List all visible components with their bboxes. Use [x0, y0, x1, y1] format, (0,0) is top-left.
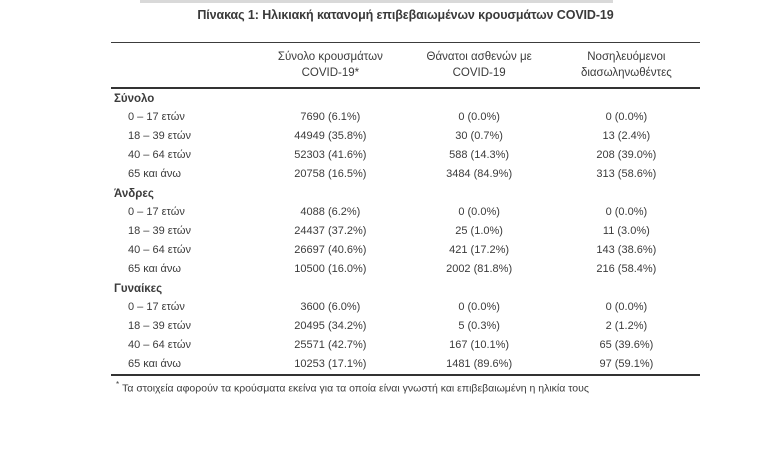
- table-row: 18 – 39 ετών 44949 (35.8%) 30 (0.7%) 13 (2.…: [111, 127, 700, 146]
- header-intubated-line2: διασωληνωθέντες: [580, 67, 672, 79]
- deaths-value: 421 (17.2%): [449, 244, 510, 256]
- header-total-cases: Σύνολο κρουσμάτων COVID-19*: [255, 49, 405, 81]
- intubated-value: 11 (3.0%): [602, 225, 650, 237]
- table-row: 65 και άνω 10500 (16.0%) 2002 (81.8%) 216 (…: [111, 260, 700, 279]
- header-intubated-line1: Νοσηλευόμενοι: [587, 51, 666, 63]
- cases-value: 24437 (37.2%): [294, 225, 367, 237]
- deaths-value: 5 (0.3%): [458, 320, 500, 332]
- age-group-label: 0 – 17 ετών: [128, 301, 185, 313]
- cases-value: 3600 (6.0%): [300, 301, 361, 313]
- table-row: 40 – 64 ετών 52303 (41.6%) 588 (14.3%) 208 …: [111, 146, 700, 165]
- table-row: 40 – 64 ετών 25571 (42.7%) 167 (10.1%) 65 (…: [111, 336, 700, 355]
- cases-value: 44949 (35.8%): [294, 130, 367, 142]
- section-header-row: Άνδρες: [111, 184, 700, 203]
- intubated-value: 143 (38.6%): [596, 244, 657, 256]
- table-row: 18 – 39 ετών 24437 (37.2%) 25 (1.0%) 11 (3.…: [111, 222, 700, 241]
- table-row: 0 – 17 ετών 3600 (6.0%) 0 (0.0%) 0 (0.0%): [111, 298, 700, 317]
- table-body: Σύνολο 0 – 17 ετών 7690 (6.1%) 0 (0.0%) 0 (0…: [111, 89, 700, 374]
- table-footnote: * Τα στοιχεία αφορούν τα κρούσματα εκείνα…: [111, 376, 700, 395]
- cases-value: 20758 (16.5%): [294, 168, 367, 180]
- table-row: 65 και άνω 10253 (17.1%) 1481 (89.6%) 97 (5…: [111, 355, 700, 374]
- intubated-value: 0 (0.0%): [605, 111, 648, 123]
- cases-value: 52303 (41.6%): [294, 149, 367, 161]
- footnote-text: Τα στοιχεία αφορούν τα κρούσματα εκείνα …: [122, 382, 589, 395]
- table-row: 65 και άνω 20758 (16.5%) 3484 (84.9%) 313 (…: [111, 165, 700, 184]
- header-total-cases-line2: COVID-19*: [301, 67, 360, 79]
- age-group-label: 18 – 39 ετών: [128, 320, 191, 332]
- deaths-value: 588 (14.3%): [449, 149, 510, 161]
- cases-value: 26697 (40.6%): [294, 244, 367, 256]
- age-group-label: 65 και άνω: [128, 168, 181, 180]
- intubated-value: 0 (0.0%): [605, 206, 648, 218]
- section-label: Σύνολο: [114, 93, 155, 105]
- covid-age-table: Σύνολο κρουσμάτων COVID-19* Θάνατοι ασθε…: [111, 42, 700, 395]
- header-deaths: Θάνατοι ασθενών με COVID-19: [405, 49, 552, 81]
- age-group-label: 0 – 17 ετών: [128, 206, 185, 218]
- footnote-asterisk: *: [116, 380, 120, 389]
- cases-value: 7690 (6.1%): [300, 111, 361, 123]
- deaths-value: 30 (0.7%): [455, 130, 503, 142]
- intubated-value: 208 (39.0%): [596, 149, 657, 161]
- section-header-row: Σύνολο: [111, 89, 700, 108]
- intubated-value: 13 (2.4%): [602, 130, 651, 142]
- deaths-value: 0 (0.0%): [458, 111, 500, 123]
- age-group-label: 0 – 17 ετών: [128, 111, 185, 123]
- cases-value: 25571 (42.7%): [294, 339, 367, 351]
- cases-value: 10253 (17.1%): [294, 358, 367, 370]
- table-row: 40 – 64 ετών 26697 (40.6%) 421 (17.2%) 143 …: [111, 241, 700, 260]
- header-deaths-line2: COVID-19: [452, 67, 506, 79]
- deaths-value: 1481 (89.6%): [446, 358, 513, 370]
- cases-value: 20495 (34.2%): [294, 320, 367, 332]
- age-group-label: 40 – 64 ετών: [128, 244, 191, 256]
- age-group-label: 18 – 39 ετών: [128, 225, 191, 237]
- age-group-label: 40 – 64 ετών: [128, 339, 191, 351]
- table-row: 0 – 17 ετών 4088 (6.2%) 0 (0.0%) 0 (0.0%): [111, 203, 700, 222]
- table-row: 0 – 17 ετών 7690 (6.1%) 0 (0.0%) 0 (0.0%): [111, 108, 700, 127]
- deaths-value: 3484 (84.9%): [446, 168, 513, 180]
- intubated-value: 313 (58.6%): [596, 168, 657, 180]
- deaths-value: 0 (0.0%): [458, 206, 500, 218]
- age-group-label: 40 – 64 ετών: [128, 149, 191, 161]
- header-intubated: Νοσηλευόμενοι διασωληνωθέντες: [553, 49, 700, 81]
- deaths-value: 0 (0.0%): [458, 301, 500, 313]
- table-row: 18 – 39 ετών 20495 (34.2%) 5 (0.3%) 2 (1.2%…: [111, 317, 700, 336]
- intubated-value: 0 (0.0%): [605, 301, 648, 313]
- intubated-value: 97 (59.1%): [599, 358, 654, 370]
- intubated-value: 2 (1.2%): [605, 320, 648, 332]
- deaths-value: 2002 (81.8%): [446, 263, 513, 275]
- age-group-label: 65 και άνω: [128, 263, 181, 275]
- top-crop-strip: [140, 0, 613, 3]
- intubated-value: 65 (39.6%): [599, 339, 654, 351]
- age-group-label: 65 και άνω: [128, 358, 181, 370]
- table-bottom-rule: [111, 374, 700, 376]
- header-deaths-line1: Θάνατοι ασθενών με: [426, 51, 532, 63]
- intubated-value: 216 (58.4%): [596, 263, 657, 275]
- header-total-cases-line1: Σύνολο κρουσμάτων: [277, 51, 383, 63]
- cases-value: 4088 (6.2%): [300, 206, 361, 218]
- table-header-row: Σύνολο κρουσμάτων COVID-19* Θάνατοι ασθε…: [111, 43, 700, 89]
- age-group-label: 18 – 39 ετών: [128, 130, 191, 142]
- deaths-value: 25 (1.0%): [455, 225, 503, 237]
- cases-value: 10500 (16.0%): [294, 263, 367, 275]
- table-title: Πίνακας 1: Ηλικιακή κατανομή επιβεβαιωμέ…: [197, 8, 614, 22]
- section-header-row: Γυναίκες: [111, 279, 700, 298]
- deaths-value: 167 (10.1%): [449, 339, 510, 351]
- section-label: Γυναίκες: [114, 283, 163, 295]
- section-label: Άνδρες: [114, 188, 154, 200]
